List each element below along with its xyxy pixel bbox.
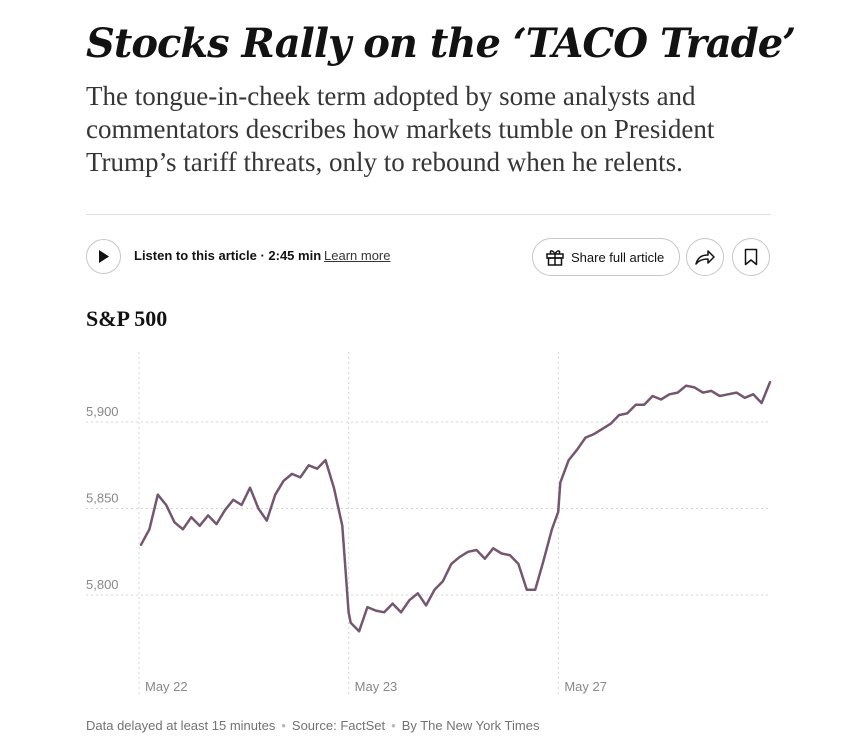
play-icon <box>98 250 109 263</box>
x-tick-label: May 23 <box>355 679 398 694</box>
article-headline: Stocks Rally on the ‘TACO Trade’ <box>86 20 796 67</box>
separator-dot: • <box>281 718 286 733</box>
chart-footer: Data delayed at least 15 minutes • Source:… <box>86 718 539 733</box>
share-label: Share full article <box>571 249 665 265</box>
listen-separator: · <box>260 248 269 263</box>
share-arrow-icon <box>695 250 715 265</box>
listen-duration: 2:45 min <box>268 248 322 263</box>
y-tick-label: 5,850 <box>86 491 119 506</box>
gift-icon <box>546 250 564 266</box>
play-audio-button[interactable] <box>86 239 121 274</box>
listen-label: Listen to this article <box>134 248 257 263</box>
bookmark-icon <box>744 248 758 266</box>
learn-more-link[interactable]: Learn more <box>324 248 391 263</box>
source-note: Source: FactSet <box>291 718 386 733</box>
share-article-button[interactable]: Share full article <box>532 238 680 276</box>
chart-title: S&P 500 <box>86 306 168 331</box>
share-button[interactable] <box>686 238 724 276</box>
y-tick-label: 5,800 <box>86 577 119 592</box>
article-summary: The tongue-in-cheek term adopted by some… <box>86 81 715 177</box>
credit-note: By The New York Times <box>401 718 540 733</box>
x-tick-label: May 27 <box>564 679 607 694</box>
sp500-line <box>139 380 772 633</box>
sp500-chart: 5,900 5,850 5,800 May 22 May 23 May 27 <box>86 352 772 695</box>
divider <box>86 214 771 215</box>
x-tick-label: May 22 <box>145 679 188 694</box>
y-tick-label: 5,900 <box>86 404 119 419</box>
listen-info: Listen to this article · 2:45 min <box>134 248 321 263</box>
data-delay-note: Data delayed at least 15 minutes <box>86 718 276 733</box>
separator-dot: • <box>391 718 396 733</box>
save-button[interactable] <box>732 238 770 276</box>
